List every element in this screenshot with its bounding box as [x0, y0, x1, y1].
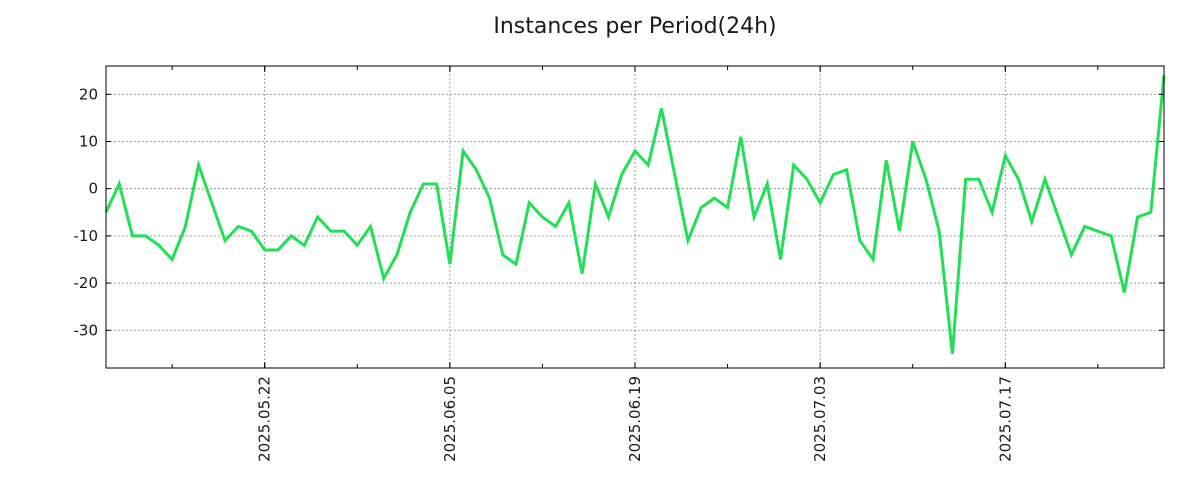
y-tick-label: -30: [74, 321, 99, 339]
y-tick-label: -20: [74, 274, 99, 292]
y-tick-label: -10: [74, 227, 99, 245]
tick-labels: 20 10 0 -10 -20 -30 2025.05.22 2025.06.05 2025.0…: [74, 85, 1015, 462]
x-tick-label: 2025.07.17: [996, 376, 1014, 462]
x-tick-label: 2025.06.19: [626, 376, 644, 462]
grid-lines: [106, 66, 1164, 368]
axis-ticks: [106, 66, 1164, 368]
series-line: [104, 75, 1166, 355]
x-tick-label: 2025.05.22: [256, 376, 274, 462]
y-tick-label: 0: [88, 180, 98, 198]
x-tick-label: 2025.06.05: [441, 376, 459, 462]
y-tick-label: 10: [79, 133, 98, 151]
chart-title: Instances per Period(24h): [493, 14, 777, 39]
x-tick-label: 2025.07.03: [811, 376, 829, 462]
y-tick-label: 20: [79, 85, 98, 103]
series-line-group: [104, 75, 1166, 355]
